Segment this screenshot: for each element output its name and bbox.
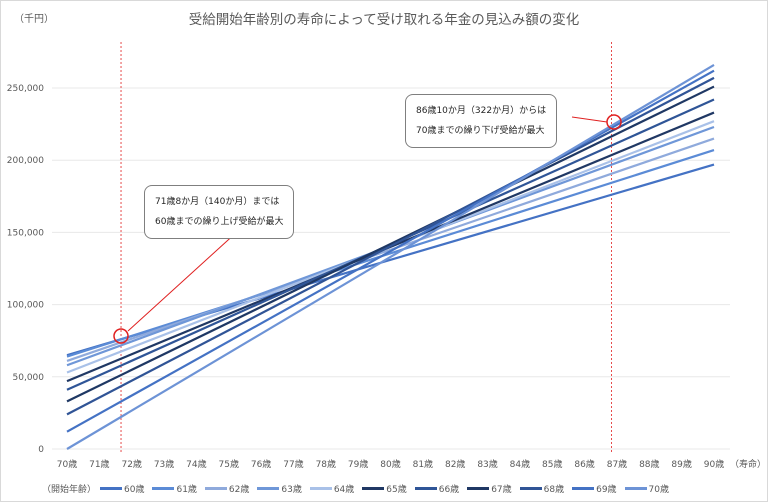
callout-left-line1: 71歳8か月（140か月）までは: [155, 197, 280, 207]
x-tick-label: 77歳: [283, 458, 303, 470]
y-tick-label: 200,000: [7, 156, 44, 166]
x-tick-label: 70歳: [57, 458, 77, 470]
chart-title: 受給開始年齢別の寿命によって受け取れる年金の見込み額の変化: [188, 12, 580, 28]
legend-label: 61歳: [176, 484, 197, 495]
legend-swatch: [100, 486, 123, 490]
y-tick-label: 100,000: [7, 301, 44, 311]
y-tick-label: 250,000: [7, 84, 44, 94]
legend-swatch: [204, 486, 227, 490]
legend-item-63歳: 63歳: [257, 482, 302, 495]
legend: （開始年齢） 60歳 61歳 62歳 63歳 64歳 65歳 66歳 67歳 68歳 69歳 70歳: [0, 480, 768, 496]
legend-swatch: [309, 486, 332, 490]
legend-label: 68歳: [543, 484, 565, 495]
legend-item-62歳: 62歳: [204, 482, 250, 495]
callout-right-line2: 70歳までの繰り下げ受給が最大: [416, 126, 545, 136]
legend-label: 69歳: [596, 484, 617, 495]
legend-swatch: [257, 486, 280, 490]
callout-left-connector: [127, 230, 239, 332]
series-line-62歳: [66, 137, 715, 362]
legend-label: 65歳: [386, 484, 407, 495]
legend-swatch: [152, 486, 175, 490]
x-tick-label: 75歳: [219, 458, 239, 470]
x-tick-label: 83歳: [477, 458, 497, 470]
series-line-61歳: [66, 149, 715, 358]
y-tick-label: 50,000: [13, 373, 45, 383]
callout-left-line2: 60歳までの繰り上げ受給が最大: [155, 217, 284, 227]
legend-item-68歳: 68歳: [519, 482, 565, 495]
legend-item-64歳: 64歳: [309, 482, 355, 495]
x-tick-label: 87歳: [607, 458, 627, 470]
callout-left: 71歳8か月（140か月）までは 60歳までの繰り上げ受給が最大: [144, 185, 295, 239]
legend-swatch: [519, 486, 542, 490]
legend-swatch: [467, 486, 490, 490]
x-tick-label: 74歳: [186, 458, 206, 470]
legend-item-61歳: 61歳: [152, 482, 197, 495]
legend-swatch: [414, 486, 437, 490]
crossover-circle-right: [606, 114, 622, 130]
y-tick-label: 150,000: [7, 228, 44, 238]
x-tick-label: 84歳: [510, 458, 530, 470]
legend-item-69歳: 69歳: [572, 482, 617, 495]
legend-swatch: [572, 486, 595, 490]
legend-item-65歳: 65歳: [362, 482, 407, 495]
series-line-67歳: [66, 85, 715, 403]
x-tick-label: 81歳: [413, 458, 433, 470]
legend-item-60歳: 60歳: [100, 482, 144, 495]
legend-label: 62歳: [228, 484, 250, 495]
y-tick-label: 0: [38, 445, 44, 455]
x-tick-label: 86歳: [574, 458, 594, 470]
x-tick-label: 82歳: [445, 458, 465, 470]
callout-right-line1: 86歳10か月（322か月）からは: [416, 106, 547, 116]
legend-swatch: [362, 486, 385, 490]
legend-label: 66歳: [438, 484, 460, 495]
legend-label: 60歳: [124, 484, 145, 495]
callout-right: 86歳10か月（322か月）からは 70歳までの繰り下げ受給が最大: [405, 94, 558, 148]
legend-label: 63歳: [281, 484, 302, 495]
legend-label: 70歳: [648, 484, 669, 495]
x-tick-label: 79歳: [348, 458, 368, 470]
series-line-69歳: [66, 69, 715, 433]
series-line-70歳: [66, 63, 715, 450]
x-axis-label: （寿命）: [730, 458, 766, 470]
legend-label: 64歳: [333, 484, 355, 495]
x-tick-label: 85歳: [542, 458, 562, 470]
x-tick-label: 71歳: [89, 458, 109, 470]
crossover-circle-left: [113, 328, 129, 344]
legend-swatch: [624, 486, 647, 490]
series-line-68歳: [66, 76, 715, 416]
x-tick-label: 78歳: [316, 458, 336, 470]
callout-right-connector: [571, 116, 608, 123]
x-tick-label: 72歳: [121, 458, 141, 470]
x-tick-label: 73歳: [154, 458, 174, 470]
legend-item-66歳: 66歳: [414, 482, 460, 495]
x-tick-label: 89歳: [671, 458, 691, 470]
x-tick-label: 76歳: [251, 458, 271, 470]
x-tick-label: 88歳: [639, 458, 659, 470]
x-tick-label: 80歳: [380, 458, 400, 470]
legend-label: 67歳: [491, 484, 512, 495]
x-tick-label: 90歳: [704, 458, 724, 470]
legend-item-67歳: 67歳: [467, 482, 512, 495]
legend-item-70歳: 70歳: [624, 482, 669, 495]
legend-title: （開始年齢）: [42, 484, 97, 495]
y-axis-unit: （千円）: [14, 14, 54, 25]
